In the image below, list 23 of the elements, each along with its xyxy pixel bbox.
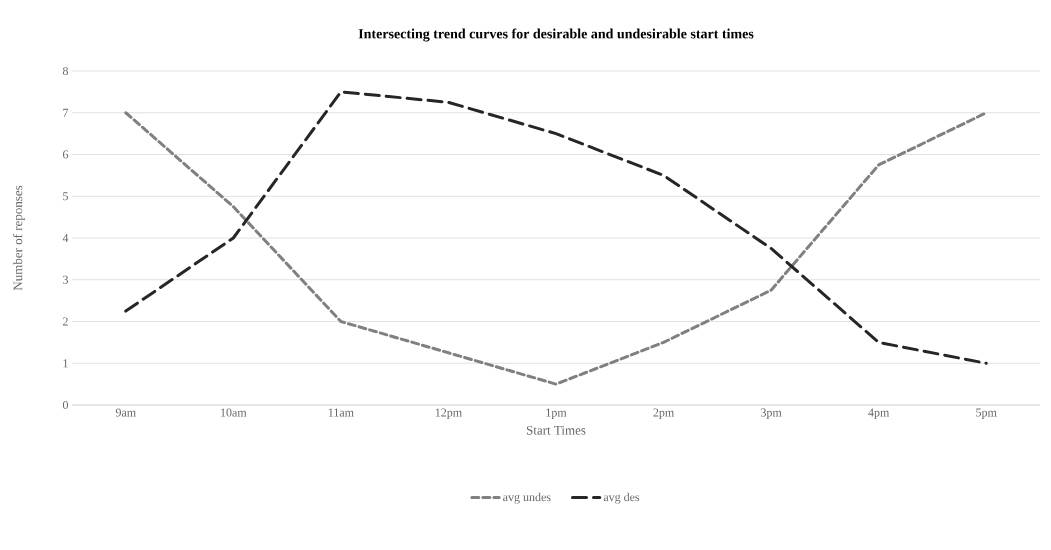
y-tick-label: 4	[62, 234, 69, 242]
legend-label: avg des	[603, 492, 640, 504]
x-tick-label: 4pm	[868, 408, 890, 419]
legend-label: avg undes	[503, 492, 551, 504]
x-tick-label: 1pm	[546, 408, 567, 420]
y-tick-label: 5	[63, 192, 69, 201]
x-tick-label: 12pm	[435, 408, 462, 420]
y-tick-label: 2	[63, 317, 68, 326]
y-tick-label: 0	[62, 400, 69, 410]
x-axis-title: Start Times	[526, 425, 586, 435]
y-tick-label: 8	[62, 66, 69, 76]
y-tick-label: 6	[62, 150, 69, 159]
chart-title: Intersecting trend curves for desirable and undesirable start times	[358, 28, 754, 42]
x-tick-label: 5pm	[976, 408, 997, 419]
x-tick-label: 11am	[328, 408, 354, 417]
y-axis-title: Number of reponses	[12, 185, 25, 291]
y-tick-label: 3	[63, 275, 69, 284]
y-tick-label: 7	[63, 108, 69, 117]
x-tick-label: 10am	[221, 408, 247, 417]
x-tick-label: 9am	[115, 408, 136, 417]
y-tick-label: 1	[63, 359, 68, 368]
x-tick-label: 2pm	[653, 408, 675, 420]
x-tick-label: 3pm	[761, 408, 782, 420]
